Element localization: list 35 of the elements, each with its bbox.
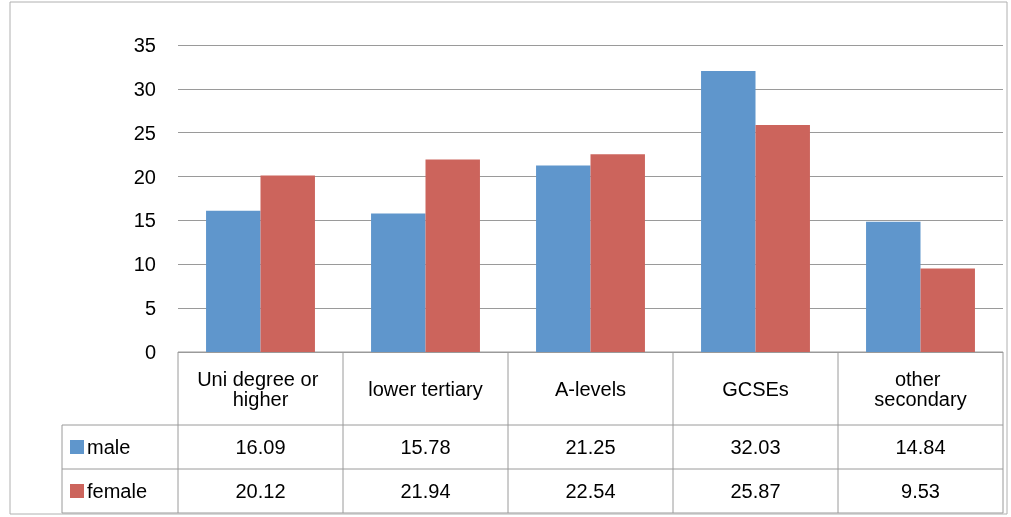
data-label: 14.84 — [895, 436, 946, 458]
bar — [866, 221, 921, 352]
x-tick-label: A-levels — [554, 377, 627, 400]
y-tick-label: 30 — [133, 77, 156, 100]
y-tick-label: 35 — [133, 34, 156, 56]
x-tick-label: GCSEs — [722, 377, 789, 400]
legend-label: male — [87, 436, 131, 458]
data-label: 9.53 — [901, 480, 940, 502]
y-tick-label: 15 — [133, 209, 156, 232]
x-tick-label: other secondary — [874, 367, 967, 410]
x-tick-label: Uni degree or higher — [197, 367, 324, 410]
bar — [206, 210, 261, 352]
bar — [920, 268, 975, 352]
bar — [590, 154, 645, 352]
data-label: 25.87 — [730, 480, 781, 502]
data-label: 21.94 — [400, 480, 451, 502]
data-label: 22.54 — [565, 480, 616, 502]
y-tick-label: 25 — [133, 121, 156, 144]
legend-label: female — [87, 480, 148, 502]
bar — [371, 213, 426, 352]
bar — [701, 71, 756, 352]
y-tick-label: 5 — [144, 297, 156, 320]
y-tick-label: 20 — [133, 165, 156, 188]
data-label: 16.09 — [235, 436, 286, 458]
data-label: 21.25 — [565, 436, 616, 458]
data-label: 15.78 — [400, 436, 451, 458]
y-tick-label: 10 — [133, 253, 156, 276]
bar — [260, 175, 315, 352]
y-tick-label: 0 — [144, 341, 156, 363]
data-label: 32.03 — [730, 436, 781, 458]
x-tick-label: lower tertiary — [368, 377, 483, 400]
bar — [536, 165, 591, 352]
bar — [425, 159, 480, 352]
bar — [755, 125, 810, 352]
data-label: 20.12 — [235, 480, 286, 502]
